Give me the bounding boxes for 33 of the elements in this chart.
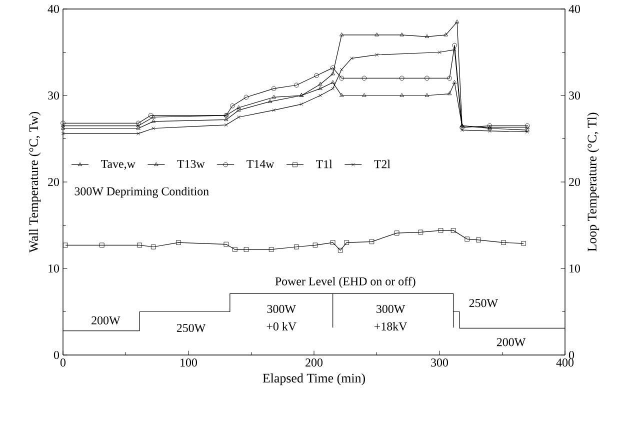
annotation: 200W	[496, 338, 526, 346]
y-tick-label: 40	[48, 4, 60, 14]
x-tick-label: 0	[60, 358, 66, 367]
legend-label: T1l	[316, 160, 332, 168]
y-tick-label: 0	[54, 350, 60, 360]
y-axis-title: Wall Temperature (°C, Tw)	[28, 112, 41, 253]
legend-label: T14w	[246, 160, 274, 168]
y-tick-label: 10	[48, 264, 60, 273]
y2-tick-label: 20	[569, 178, 580, 186]
annotation: 250W	[176, 324, 206, 332]
x-tick-label: 300	[431, 358, 448, 367]
y2-tick-label: 10	[570, 264, 580, 273]
annotation: 300W	[267, 304, 296, 314]
y-tick-label: 20	[48, 178, 60, 186]
legend-label: T2l	[374, 160, 390, 168]
x-tick-label: 100	[180, 358, 198, 367]
annotation: 300W	[376, 304, 406, 314]
y2-tick-label: 40	[568, 4, 580, 14]
annotation: +18kV	[374, 322, 408, 331]
legend-label: T13w	[177, 160, 205, 168]
y2-tick-label: 0	[568, 350, 574, 360]
legend-label: Tave,w	[100, 160, 136, 170]
x-tick-label: 400	[556, 358, 574, 367]
y-tick-label: 30	[48, 91, 60, 100]
annotation: +0 kV	[266, 322, 296, 331]
annotation: Power Level (EHD on or off)	[275, 276, 416, 288]
y2-axis-title: Loop Temperature (°C, Tl)	[587, 112, 600, 252]
annotation: 250W	[469, 299, 498, 308]
annotation: 300W Depriming Condition	[74, 186, 209, 198]
y2-tick-label: 30	[569, 91, 580, 100]
annotation: 200W	[92, 316, 120, 324]
x-axis-title: Elapsed Time (min)	[262, 373, 366, 386]
x-tick-label: 200	[306, 358, 323, 367]
